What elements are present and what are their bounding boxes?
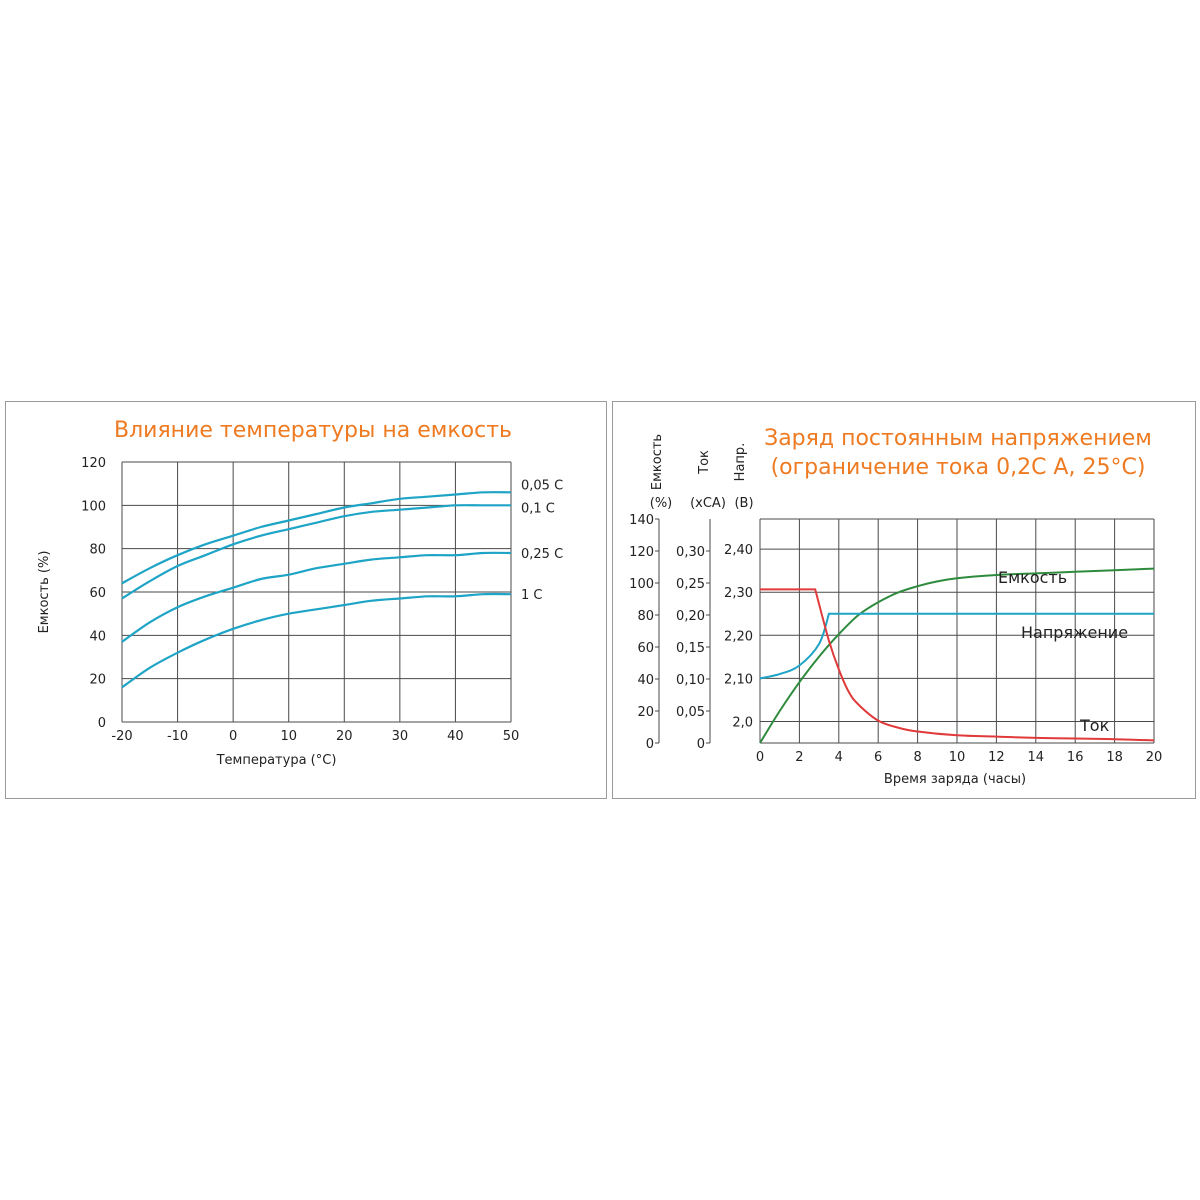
x-tick-label: 14 [1028, 750, 1045, 765]
axis-header-unit: (%) [650, 496, 673, 511]
voltage-tick-label: 2,10 [724, 672, 753, 687]
series-line [760, 588, 1155, 742]
chart-title-line1: Заряд постоянным напряжением [764, 426, 1152, 451]
current-tick-label: 0,20 [676, 609, 705, 624]
x-tick-label: 2 [795, 750, 803, 765]
x-axis-label: Температура (°С) [216, 753, 337, 768]
x-axis-label: Время заряда (часы) [884, 772, 1026, 787]
y-tick-label: 20 [89, 673, 106, 688]
current-tick-label: 0,15 [676, 641, 705, 656]
current-tick-label: 0,30 [676, 545, 705, 560]
series-label: 1 С [521, 588, 542, 603]
capacity-tick-label: 120 [629, 545, 654, 560]
series-label: 0,1 С [521, 501, 555, 516]
x-tick-label: 10 [280, 729, 297, 744]
series-line [121, 592, 512, 689]
chart-panel-temperature: Влияние температуры на емкость -20 -10 0 10 2… [5, 401, 607, 799]
y-tick-label: 80 [89, 543, 106, 558]
x-tick-label: 0 [229, 729, 237, 744]
x-tick-label: -10 [167, 729, 188, 744]
x-tick-label: 20 [336, 729, 353, 744]
x-tick-label: 50 [503, 729, 520, 744]
x-tick-label: 20 [1146, 750, 1163, 765]
x-tick-label: 6 [874, 750, 882, 765]
x-tick-label: 16 [1067, 750, 1084, 765]
axis-header-unit: (хСА) [690, 496, 726, 511]
axis-header-name: Емкость [650, 434, 665, 490]
axis-header-unit: (В) [734, 496, 753, 511]
constant-voltage-charge-chart: Заряд постоянным напряжением (ограничение… [629, 426, 1163, 787]
x-tick-label: 8 [913, 750, 921, 765]
series-label: Ток [1079, 716, 1110, 735]
chart-panel-charge: Заряд постоянным напряжением (ограничение… [612, 401, 1196, 799]
chart-title: Влияние температуры на емкость [114, 418, 512, 443]
series-label: Емкость [998, 568, 1067, 587]
series-label: 0,25 С [521, 547, 563, 562]
current-tick-label: 0 [697, 737, 705, 752]
voltage-tick-label: 2,20 [724, 629, 753, 644]
current-tick-label: 0,05 [676, 705, 705, 720]
y-tick-label: 40 [89, 629, 106, 644]
capacity-tick-label: 40 [637, 673, 654, 688]
voltage-tick-label: 2,0 [732, 715, 753, 730]
y-tick-label: 0 [98, 716, 106, 731]
capacity-tick-label: 80 [637, 609, 654, 624]
voltage-tick-label: 2,30 [724, 586, 753, 601]
capacity-tick-label: 0 [646, 737, 654, 752]
series-line [759, 567, 1155, 744]
y-axis-label: Емкость (%) [37, 551, 52, 634]
current-tick-label: 0,10 [676, 673, 705, 688]
y-tick-label: 100 [81, 499, 106, 514]
current-tick-label: 0,25 [676, 577, 705, 592]
capacity-tick-label: 20 [637, 705, 654, 720]
series-line [759, 612, 1154, 680]
axis-header-name: Ток [697, 450, 712, 475]
x-tick-label: 18 [1106, 750, 1123, 765]
x-tick-label: 0 [756, 750, 764, 765]
x-tick-label: -20 [111, 729, 132, 744]
y-tick-label: 60 [89, 586, 106, 601]
capacity-tick-label: 60 [637, 641, 654, 656]
x-tick-label: 30 [392, 729, 409, 744]
x-tick-label: 40 [447, 729, 464, 744]
y-tick-label: 120 [81, 456, 106, 471]
x-tick-label: 4 [835, 750, 843, 765]
x-tick-label: 10 [949, 750, 966, 765]
axis-header-name: Напр. [733, 443, 748, 482]
capacity-tick-label: 140 [629, 513, 654, 528]
temperature-capacity-chart: Влияние температуры на емкость -20 -10 0 10 2… [37, 418, 563, 768]
chart-title-line2: (ограничение тока 0,2С А, 25°С) [771, 455, 1146, 480]
series-line [121, 551, 512, 643]
series-label: Напряжение [1021, 623, 1128, 642]
series-line [121, 504, 511, 600]
series-label: 0,05 С [521, 478, 563, 493]
x-tick-label: 12 [988, 750, 1005, 765]
capacity-tick-label: 100 [629, 577, 654, 592]
voltage-tick-label: 2,40 [724, 543, 753, 558]
series-line [121, 491, 512, 585]
